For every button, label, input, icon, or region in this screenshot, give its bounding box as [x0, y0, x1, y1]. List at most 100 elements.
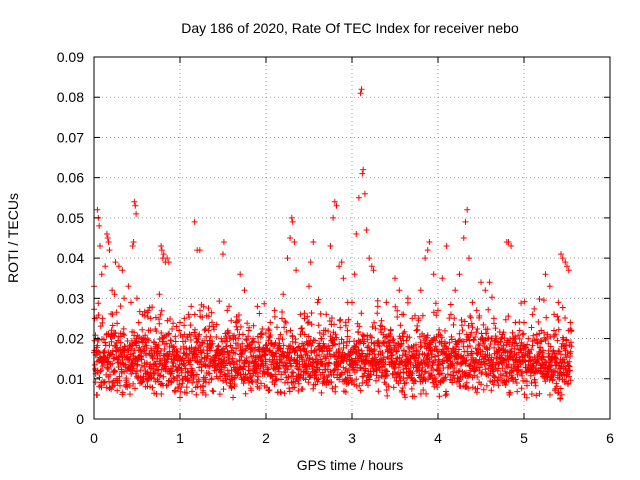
- data-point: [158, 307, 165, 314]
- data-point: [151, 375, 157, 382]
- data-point: [468, 329, 475, 336]
- data-point: [169, 326, 176, 332]
- data-point: [559, 255, 566, 262]
- data-point: [416, 362, 423, 369]
- data-point: [315, 376, 322, 383]
- data-point: [121, 332, 128, 339]
- data-point: [165, 259, 172, 266]
- data-point: [448, 361, 455, 368]
- data-point: [242, 390, 249, 397]
- data-point: [361, 338, 368, 345]
- data-point: [111, 332, 118, 339]
- data-point: [109, 351, 116, 358]
- data-point: [399, 385, 406, 391]
- data-point: [352, 343, 359, 350]
- data-point: [319, 348, 326, 355]
- data-point: [563, 354, 570, 361]
- data-point: [355, 194, 362, 201]
- data-point: [144, 314, 151, 320]
- data-point: [145, 307, 152, 314]
- data-point: [194, 353, 201, 360]
- data-point: [275, 335, 282, 342]
- data-point: [481, 361, 488, 368]
- data-point: [209, 340, 216, 347]
- data-point: [134, 295, 140, 302]
- data-point: [109, 347, 116, 354]
- data-point: [189, 367, 196, 374]
- data-point: [279, 315, 285, 322]
- data-point: [390, 384, 397, 391]
- data-point: [471, 337, 477, 344]
- data-point: [258, 380, 264, 387]
- data-point: [460, 235, 467, 241]
- x-tick-label: 2: [262, 430, 270, 446]
- data-point: [363, 227, 370, 233]
- data-point: [521, 298, 528, 305]
- data-point: [98, 384, 105, 391]
- data-point: [387, 331, 394, 337]
- data-point: [506, 391, 513, 398]
- data-point: [551, 311, 558, 318]
- data-point: [244, 320, 251, 327]
- x-tick-labels: 0 1 2 3 4 5 6: [90, 430, 614, 446]
- data-point: [505, 377, 512, 384]
- data-point: [117, 339, 124, 346]
- data-point: [266, 387, 273, 393]
- data-point: [139, 378, 146, 385]
- data-point: [515, 332, 522, 339]
- data-point: [173, 323, 180, 330]
- data-point: [550, 367, 557, 374]
- data-point: [564, 263, 570, 270]
- data-point: [171, 343, 177, 350]
- data-point: [357, 90, 364, 97]
- data-point: [228, 347, 235, 354]
- data-point: [516, 327, 523, 334]
- data-point: [399, 352, 406, 359]
- data-point: [237, 357, 243, 364]
- data-point: [128, 299, 134, 306]
- data-point: [241, 287, 248, 294]
- data-point: [280, 342, 287, 349]
- data-point: [498, 376, 504, 383]
- data-point: [308, 321, 315, 328]
- data-point: [483, 360, 489, 367]
- data-point: [168, 378, 175, 385]
- x-tick-label: 5: [520, 430, 528, 446]
- data-point: [323, 311, 330, 318]
- data-point: [499, 365, 506, 372]
- data-point: [467, 343, 473, 349]
- data-point: [213, 334, 220, 340]
- data-point: [115, 263, 122, 270]
- data-point: [554, 337, 561, 344]
- data-point: [566, 367, 573, 374]
- data-point: [556, 348, 563, 355]
- data-point: [301, 310, 308, 317]
- data-point: [493, 355, 500, 362]
- data-point: [436, 393, 443, 400]
- data-point: [343, 365, 349, 372]
- data-point: [458, 317, 465, 323]
- data-point: [537, 344, 544, 351]
- data-point: [430, 271, 437, 278]
- data-point: [523, 378, 530, 385]
- data-point: [426, 358, 433, 365]
- data-point: [202, 326, 209, 332]
- data-point: [473, 329, 480, 336]
- data-point: [531, 354, 538, 361]
- data-point: [138, 356, 145, 363]
- data-point: [137, 367, 144, 374]
- data-point: [183, 351, 190, 358]
- data-point: [476, 312, 483, 319]
- data-point: [215, 355, 222, 362]
- y-tick-label: 0.09: [57, 49, 84, 65]
- data-point: [373, 377, 379, 384]
- data-point: [121, 368, 128, 375]
- data-point: [538, 338, 545, 345]
- data-point: [346, 367, 352, 374]
- data-point: [114, 375, 121, 382]
- data-point: [104, 235, 111, 241]
- data-point: [415, 355, 422, 361]
- data-point: [561, 359, 568, 366]
- data-point: [504, 364, 511, 371]
- data-point: [121, 343, 128, 350]
